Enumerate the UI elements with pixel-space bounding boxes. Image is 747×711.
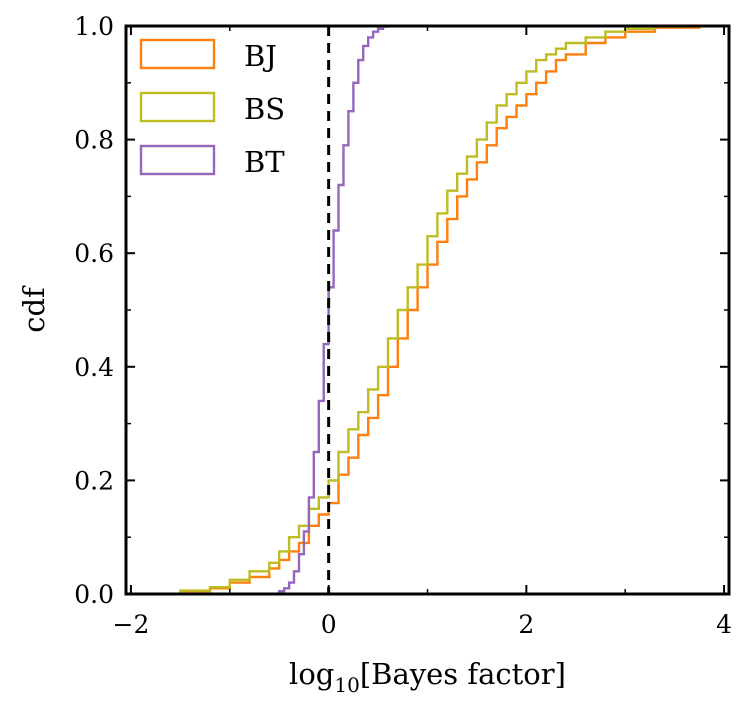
y-tick-label: 0.6 <box>74 239 114 268</box>
y-tick-label: 0.0 <box>74 580 114 609</box>
series-layer <box>155 24 729 596</box>
x-axis-label: log10[Bayes factor] <box>289 657 566 697</box>
legend-swatch <box>139 91 216 123</box>
legend-label: BT <box>244 145 285 179</box>
legend: BJ BS BT <box>139 38 285 179</box>
series-bj-step-line <box>155 24 729 596</box>
legend-swatch <box>139 144 216 176</box>
legend-item-bs: BS <box>139 91 285 126</box>
legend-label: BJ <box>244 39 277 73</box>
legend-swatch <box>139 38 216 70</box>
y-tick-label: 0.8 <box>74 126 114 155</box>
x-tick-label: 0 <box>321 610 337 639</box>
x-tick-label: −2 <box>113 610 150 639</box>
x-tick-label: 2 <box>518 610 534 639</box>
legend-label: BS <box>244 92 285 126</box>
legend-item-bj: BJ <box>139 38 277 73</box>
plot-frame <box>124 24 731 596</box>
series-bt-step-line <box>269 24 729 596</box>
y-tick-label: 0.4 <box>74 353 114 382</box>
y-axis-label: cdf <box>17 285 51 333</box>
ticks-layer: −2 0 2 4 0.0 0.2 0.4 0.6 0.8 1.0 <box>74 12 732 639</box>
legend-item-bt: BT <box>139 144 285 179</box>
series-bs-step-line <box>155 24 729 596</box>
y-tick-label: 1.0 <box>74 12 114 41</box>
x-tick-label: 4 <box>716 610 732 639</box>
y-tick-label: 0.2 <box>74 466 114 495</box>
